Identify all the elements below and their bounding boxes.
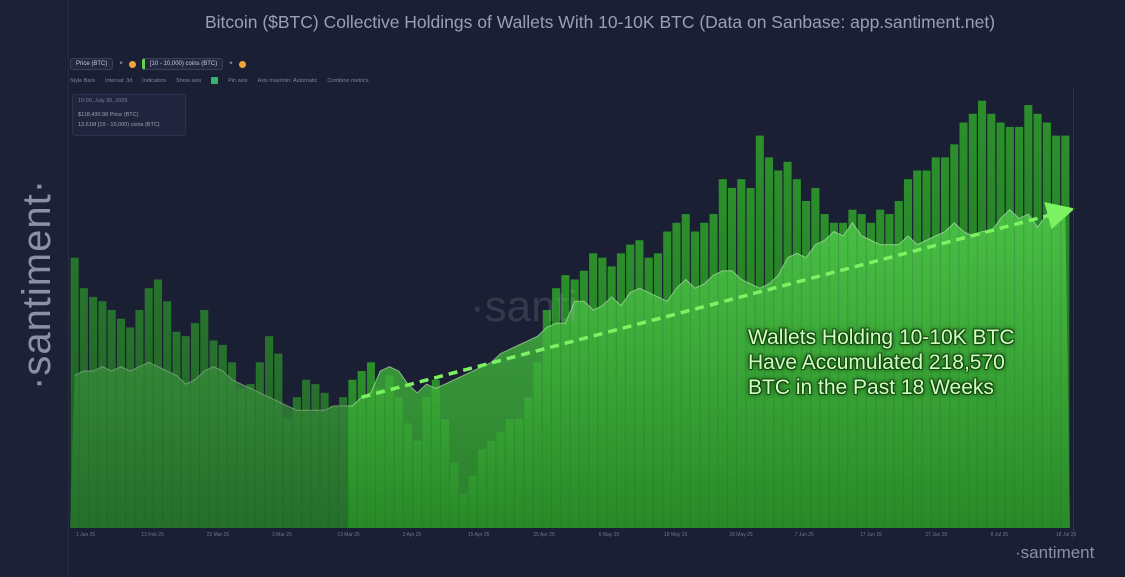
annotation-line-2: Have Accumulated 218,570 <box>748 351 1005 374</box>
x-tick-label: 8 Jul 25 <box>991 532 1009 538</box>
price-area <box>70 92 1070 528</box>
left-brand-strip: ·santiment· <box>0 0 69 577</box>
combine-metrics-option[interactable]: Combine metrics <box>327 77 369 84</box>
santiment-watermark: ·santi <box>470 282 578 331</box>
x-tick-label: 3 Apr 25 <box>403 532 422 538</box>
hover-tooltip: 10:00, July 30, 2025 $118,430.98 Price (… <box>72 94 186 136</box>
warning-dot-icon <box>128 60 136 68</box>
style-option[interactable]: Style Bars <box>70 77 96 84</box>
annotation-line-3: BTC in the Past 18 Weeks <box>748 376 994 399</box>
x-tick-label: 1 Jan 25 <box>76 532 95 538</box>
accumulation-annotation: Wallets Holding 10-10K BTC Have Accumula… <box>748 325 1078 400</box>
annotation-line-1: Wallets Holding 10-10K BTC <box>748 326 1015 349</box>
x-tick-label: 18 Jul 25 <box>1056 532 1077 538</box>
x-tick-label: 6 May 25 <box>599 532 620 538</box>
x-tick-label: 27 Jun 25 <box>925 532 947 538</box>
price-metric-tab[interactable]: Price (BTC) <box>70 58 114 70</box>
indicators-option[interactable]: Indicators <box>142 77 167 84</box>
close-icon[interactable]: × <box>119 61 123 67</box>
chart-options-bar: Style Bars Interval: 3d Indicators Show … <box>70 77 369 84</box>
x-tick-label: 17 Jun 25 <box>860 532 882 538</box>
x-tick-label: 28 May 25 <box>729 532 753 538</box>
holdings-metric-tab[interactable]: [10 - 10,000) coins (BTC) <box>141 58 224 70</box>
axis-max-option[interactable]: Axis max/min: Automatic <box>257 77 318 84</box>
right-axis <box>1073 88 1124 540</box>
tooltip-holdings: 13.61M [10 - 10,000) coins (BTC) <box>78 122 160 128</box>
tooltip-date: 10:00, July 30, 2025 <box>78 98 128 104</box>
pin-axis-option[interactable]: Pin axis <box>228 77 248 84</box>
price-area-fill <box>70 209 1070 528</box>
x-tick-label: 13 Feb 25 <box>141 532 164 538</box>
x-tick-label: 18 May 25 <box>664 532 688 538</box>
price-line <box>74 209 1066 411</box>
chart-title: Bitcoin ($BTC) Collective Holdings of Wa… <box>204 12 996 32</box>
x-tick-label: 13 Mar 25 <box>337 532 360 538</box>
trend-arrow-line <box>361 202 1075 399</box>
x-tick-label: 23 Mar 25 <box>207 532 230 538</box>
warning-dot-icon <box>238 60 246 68</box>
shaded-region <box>70 92 348 528</box>
checkbox-icon[interactable] <box>211 77 219 84</box>
show-axis-option[interactable]: Show axis <box>176 77 202 84</box>
x-tick-label: 25 Apr 25 <box>533 532 555 538</box>
interval-option[interactable]: Interval: 3d <box>105 77 133 84</box>
close-icon[interactable]: × <box>229 61 233 67</box>
x-tick-label: 15 Apr 25 <box>468 532 490 538</box>
x-tick-label: 7 Jun 25 <box>795 532 814 538</box>
x-tick-label: 3 Mar 25 <box>272 532 292 538</box>
metrics-toolbar: Price (BTC) × [10 - 10,000) coins (BTC) … <box>70 56 246 72</box>
santiment-bottom-logo: ·santiment <box>1015 543 1095 562</box>
trend-arrow <box>361 202 1075 399</box>
tooltip-price: $118,430.98 Price (BTC) <box>78 112 139 118</box>
x-axis-ticks: 1 Jan 25 13 Feb 25 23 Mar 25 3 Mar 25 13 Mar… <box>76 532 1077 538</box>
